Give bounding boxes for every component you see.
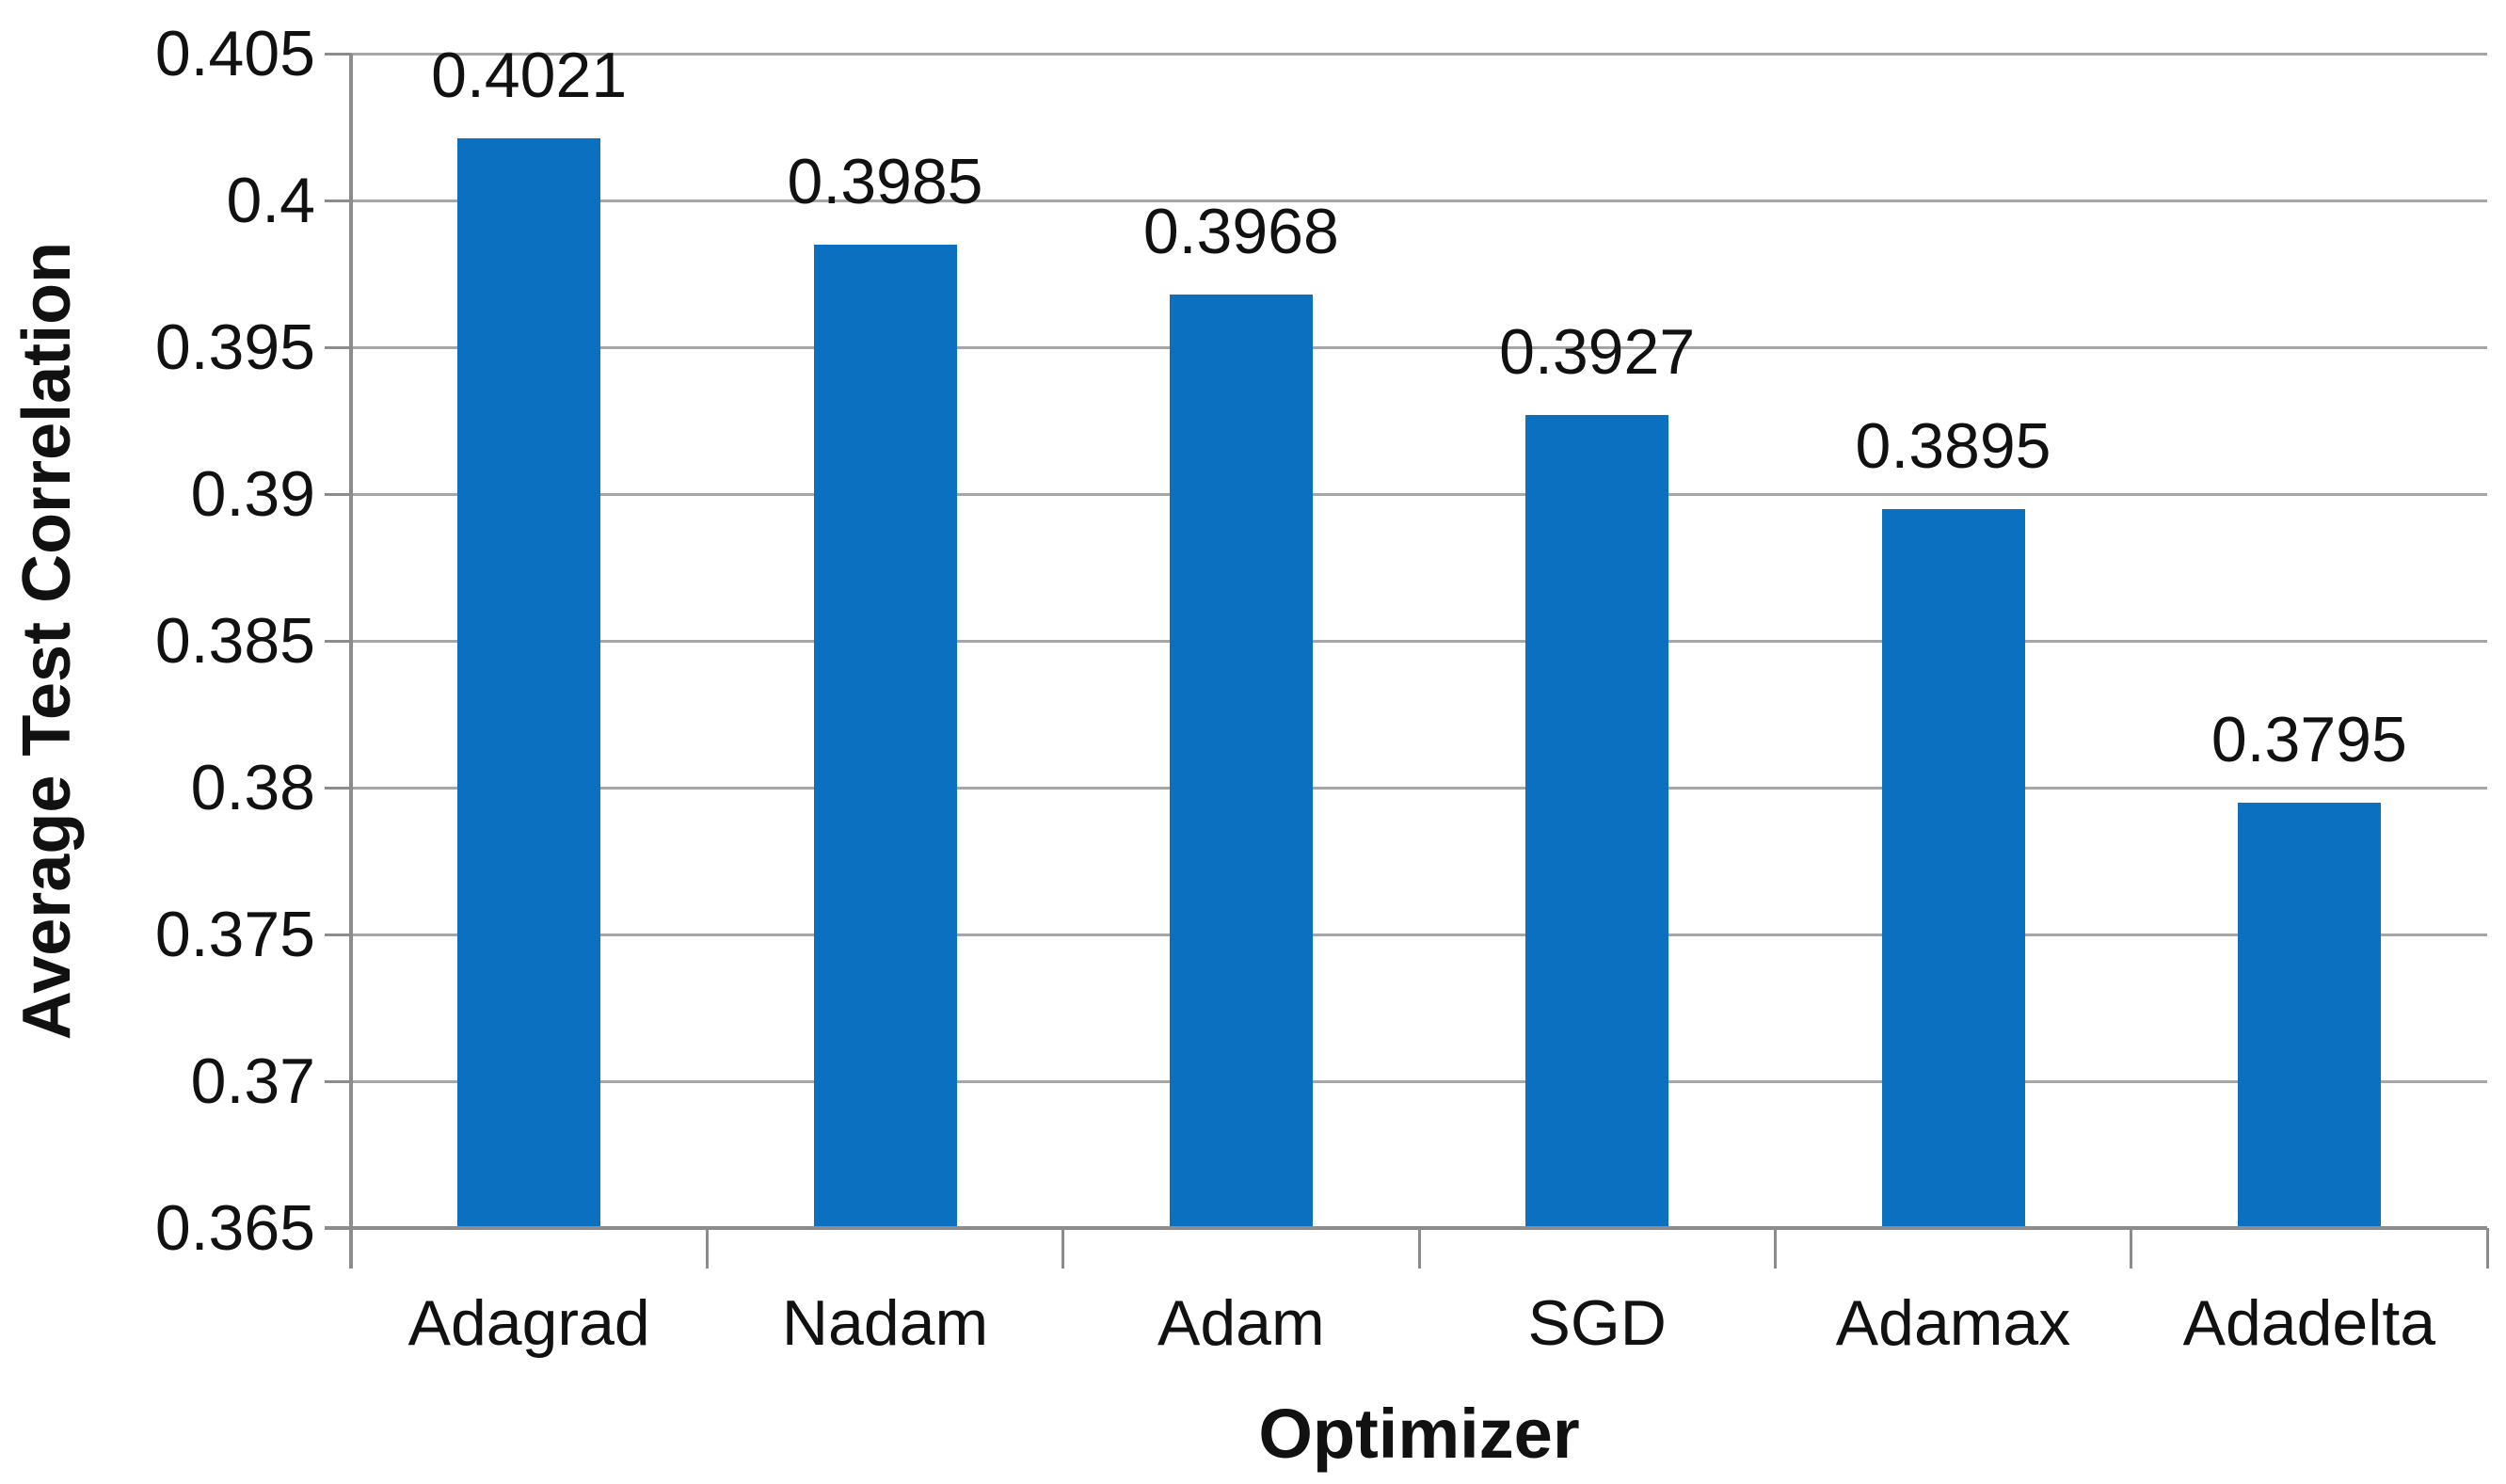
x-tick-mark — [1773, 1228, 1777, 1269]
gridline — [351, 345, 2487, 349]
y-tick-mark — [325, 52, 351, 56]
y-tick-mark — [325, 1079, 351, 1083]
y-tick-label: 0.38 — [190, 752, 315, 823]
x-tick-label: SGD — [1527, 1287, 1667, 1359]
y-tick-mark — [325, 492, 351, 496]
bar — [457, 138, 601, 1228]
bar-value-label: 0.4021 — [431, 40, 628, 112]
bar — [1169, 294, 1313, 1228]
bar — [1525, 414, 1669, 1228]
x-tick-mark — [2485, 1228, 2489, 1269]
x-tick-label: Adamax — [1835, 1287, 2071, 1359]
y-axis-line — [349, 54, 353, 1269]
x-tick-label: Adadelta — [2182, 1287, 2436, 1359]
y-tick-mark — [325, 199, 351, 202]
y-tick-label: 0.4 — [226, 165, 315, 236]
x-tick-label: Adam — [1157, 1287, 1325, 1359]
y-tick-label: 0.375 — [154, 899, 315, 970]
x-axis-title: Optimizer — [1258, 1395, 1580, 1473]
gridline — [351, 1079, 2487, 1083]
y-tick-mark — [325, 933, 351, 936]
gridline — [351, 199, 2487, 202]
bar — [813, 244, 957, 1228]
x-tick-mark — [705, 1228, 709, 1269]
gridline — [351, 933, 2487, 936]
bar — [1881, 508, 2025, 1228]
bar-value-label: 0.3795 — [2211, 703, 2407, 775]
x-tick-label: Adagrad — [407, 1287, 650, 1359]
y-tick-mark — [325, 345, 351, 349]
bar — [2237, 802, 2381, 1228]
y-tick-label: 0.365 — [154, 1192, 315, 1264]
y-tick-mark — [325, 786, 351, 790]
gridline — [351, 786, 2487, 790]
gridline — [351, 52, 2487, 56]
bar-value-label: 0.3927 — [1499, 315, 1696, 388]
y-tick-label: 0.385 — [154, 605, 315, 677]
y-tick-label: 0.37 — [190, 1045, 315, 1117]
gridline — [351, 639, 2487, 643]
y-tick-label: 0.395 — [154, 311, 315, 383]
y-tick-mark — [325, 639, 351, 643]
x-tick-mark — [1061, 1228, 1065, 1269]
bar-value-label: 0.3985 — [787, 145, 983, 217]
y-tick-label: 0.405 — [154, 18, 315, 89]
gridline — [351, 492, 2487, 496]
x-tick-mark — [1417, 1228, 1421, 1269]
y-tick-label: 0.39 — [190, 458, 315, 530]
bar-value-label: 0.3968 — [1142, 195, 1339, 267]
bar-value-label: 0.3895 — [1855, 409, 2051, 482]
x-tick-mark — [2130, 1228, 2133, 1269]
x-axis-line — [325, 1226, 2487, 1230]
x-tick-label: Nadam — [781, 1287, 989, 1359]
